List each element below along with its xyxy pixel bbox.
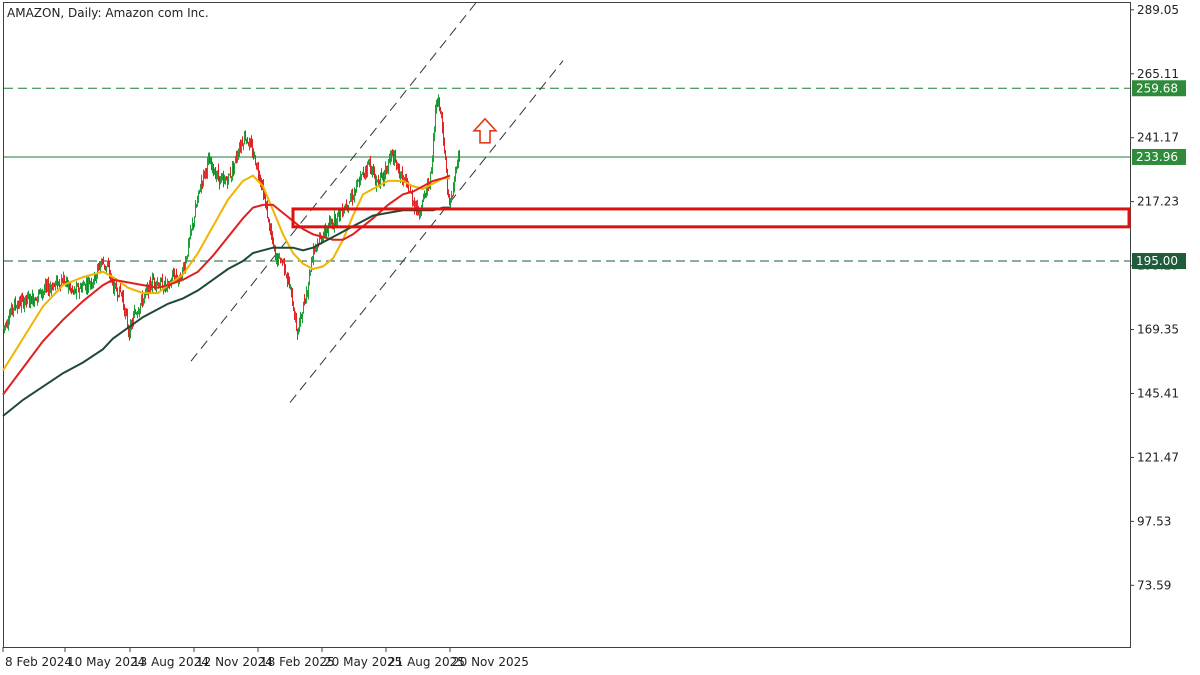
channel-line-2 bbox=[289, 60, 564, 403]
x-tick-label: 20 May 2025 bbox=[324, 655, 402, 669]
moving-average-2 bbox=[2, 174, 451, 396]
price-badge-text: 233.96 bbox=[1136, 150, 1178, 164]
price-badge-text: 195.00 bbox=[1136, 254, 1178, 268]
y-tick-label: 217.23 bbox=[1137, 195, 1179, 209]
channel-line-1 bbox=[190, 2, 477, 362]
y-tick-label: 265.11 bbox=[1137, 67, 1179, 81]
y-tick-label: 289.05 bbox=[1137, 3, 1179, 17]
x-tick-label: 18 Feb 2025 bbox=[260, 655, 335, 669]
x-tick-label: 20 Nov 2025 bbox=[452, 655, 529, 669]
y-tick-label: 169.35 bbox=[1137, 323, 1179, 337]
price-badge-195.00 bbox=[1132, 253, 1186, 270]
y-tick-label: 121.47 bbox=[1137, 450, 1179, 464]
x-tick-label: 13 Aug 2024 bbox=[132, 655, 209, 669]
y-tick-label: 97.53 bbox=[1137, 514, 1171, 528]
chart-title: AMAZON, Daily: Amazon com Inc. bbox=[7, 6, 209, 20]
x-tick-label: 12 Nov 2024 bbox=[196, 655, 273, 669]
x-tick-label: 21 Aug 2025 bbox=[388, 655, 465, 669]
support-zone bbox=[291, 207, 1131, 229]
price-badge-text: 259.68 bbox=[1136, 81, 1178, 95]
plot-frame bbox=[3, 2, 1131, 648]
moving-average-3 bbox=[2, 206, 450, 417]
y-tick-label: 241.17 bbox=[1137, 131, 1179, 145]
y-tick-label: 145.41 bbox=[1137, 386, 1179, 400]
x-tick-label: 8 Feb 2024 bbox=[5, 655, 72, 669]
x-tick-label: 10 May 2024 bbox=[67, 655, 145, 669]
up-arrow bbox=[472, 117, 498, 144]
y-tick-label: 73.59 bbox=[1137, 578, 1171, 592]
moving-average-1 bbox=[2, 174, 450, 372]
price-badge-259.68 bbox=[1132, 80, 1186, 97]
price-badge-233.96 bbox=[1132, 148, 1186, 165]
